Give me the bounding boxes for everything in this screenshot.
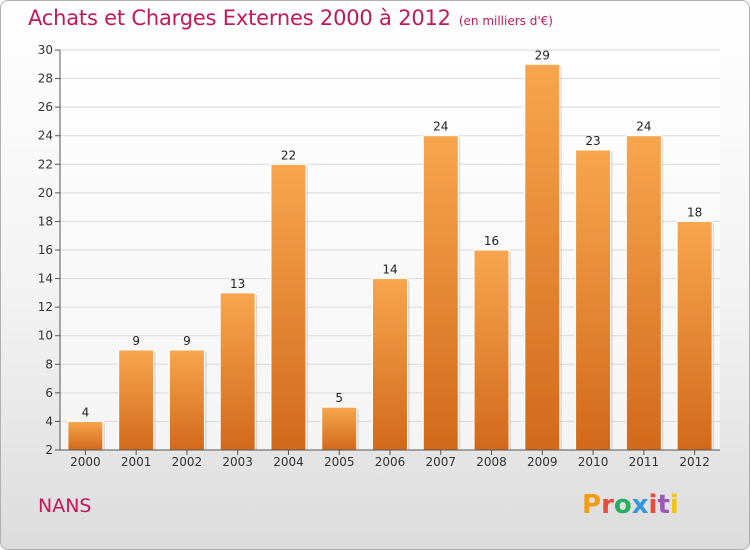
bar-value-label: 24 — [636, 120, 651, 134]
bar-2006 — [373, 279, 408, 450]
x-tick-label: 2003 — [222, 455, 253, 469]
bar-2009 — [525, 64, 560, 450]
bar-2005 — [322, 407, 357, 450]
y-tick-label: 2 — [45, 443, 53, 457]
y-tick-label: 18 — [38, 214, 53, 228]
x-tick-label: 2011 — [629, 455, 660, 469]
logo-letter: x — [632, 490, 649, 520]
bar-2003 — [220, 293, 255, 450]
logo-letter: t — [657, 490, 669, 520]
x-tick-label: 2004 — [273, 455, 304, 469]
logo-letter: P — [582, 490, 601, 520]
y-tick-label: 8 — [45, 357, 53, 371]
bar-2010 — [576, 150, 611, 450]
bar-value-label: 23 — [585, 134, 600, 148]
commune-name: NANS — [38, 495, 91, 517]
bar-value-label: 9 — [183, 334, 191, 348]
y-tick-label: 12 — [38, 300, 53, 314]
bar-2002 — [169, 350, 204, 450]
y-tick-label: 24 — [38, 129, 53, 143]
y-tick-label: 28 — [38, 72, 53, 86]
bar-value-label: 29 — [535, 48, 550, 62]
bar-value-label: 16 — [484, 234, 499, 248]
bar-value-label: 24 — [433, 120, 448, 134]
x-tick-label: 2008 — [476, 455, 507, 469]
y-tick-label: 26 — [38, 100, 53, 114]
bar-2001 — [119, 350, 154, 450]
bar-2004 — [271, 164, 306, 450]
x-tick-label: 2000 — [70, 455, 101, 469]
bar-value-label: 9 — [132, 334, 140, 348]
bar-value-label: 18 — [687, 205, 702, 219]
y-tick-label: 20 — [38, 186, 53, 200]
bar-value-label: 13 — [230, 277, 245, 291]
logo-letter: r — [601, 490, 614, 520]
y-tick-label: 10 — [38, 329, 53, 343]
logo-letter: i — [649, 490, 658, 520]
x-tick-label: 2012 — [679, 455, 710, 469]
y-tick-label: 16 — [38, 243, 53, 257]
proxiti-logo: Proxiti — [582, 490, 679, 520]
bar-2000 — [68, 421, 103, 450]
bar-2012 — [677, 221, 712, 450]
y-tick-label: 6 — [45, 386, 53, 400]
x-tick-label: 2001 — [121, 455, 152, 469]
bar-value-label: 5 — [335, 391, 343, 405]
x-tick-label: 2010 — [578, 455, 609, 469]
logo-letter: i — [670, 490, 679, 520]
x-tick-label: 2006 — [375, 455, 406, 469]
x-tick-label: 2009 — [527, 455, 558, 469]
bar-2008 — [474, 250, 509, 450]
y-tick-label: 22 — [38, 157, 53, 171]
y-tick-label: 14 — [38, 272, 53, 286]
bar-2007 — [423, 136, 458, 450]
bar-chart: 24681012141618202224262830 4991322514241… — [0, 0, 750, 550]
y-tick-label: 30 — [38, 43, 53, 57]
x-tick-label: 2007 — [425, 455, 456, 469]
y-tick-label: 4 — [45, 414, 53, 428]
bar-value-label: 14 — [382, 263, 397, 277]
x-tick-label: 2002 — [172, 455, 203, 469]
x-axis-ticks: 2000 2001 2002 2003 2004 2005 2006 2007 2008 2009… — [70, 450, 710, 469]
logo-letter: o — [614, 490, 632, 520]
bar-value-label: 4 — [82, 405, 90, 419]
bar-2011 — [626, 136, 661, 450]
bar-value-label: 22 — [281, 148, 296, 162]
y-axis-ticks: 24681012141618202224262830 — [38, 43, 60, 457]
x-tick-label: 2005 — [324, 455, 355, 469]
